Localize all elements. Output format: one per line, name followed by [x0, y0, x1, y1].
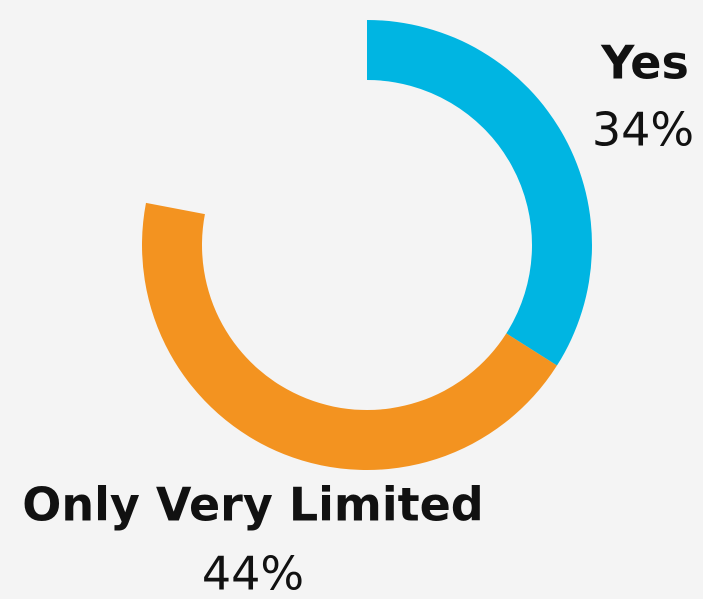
segment-value-label: 34%	[592, 103, 694, 157]
segment-label: Only Very Limited	[22, 478, 483, 532]
donut-segment	[141, 202, 557, 470]
segment-label: Yes	[600, 36, 689, 90]
segment-value-label: 44%	[202, 547, 304, 599]
donut-segment	[367, 20, 592, 366]
